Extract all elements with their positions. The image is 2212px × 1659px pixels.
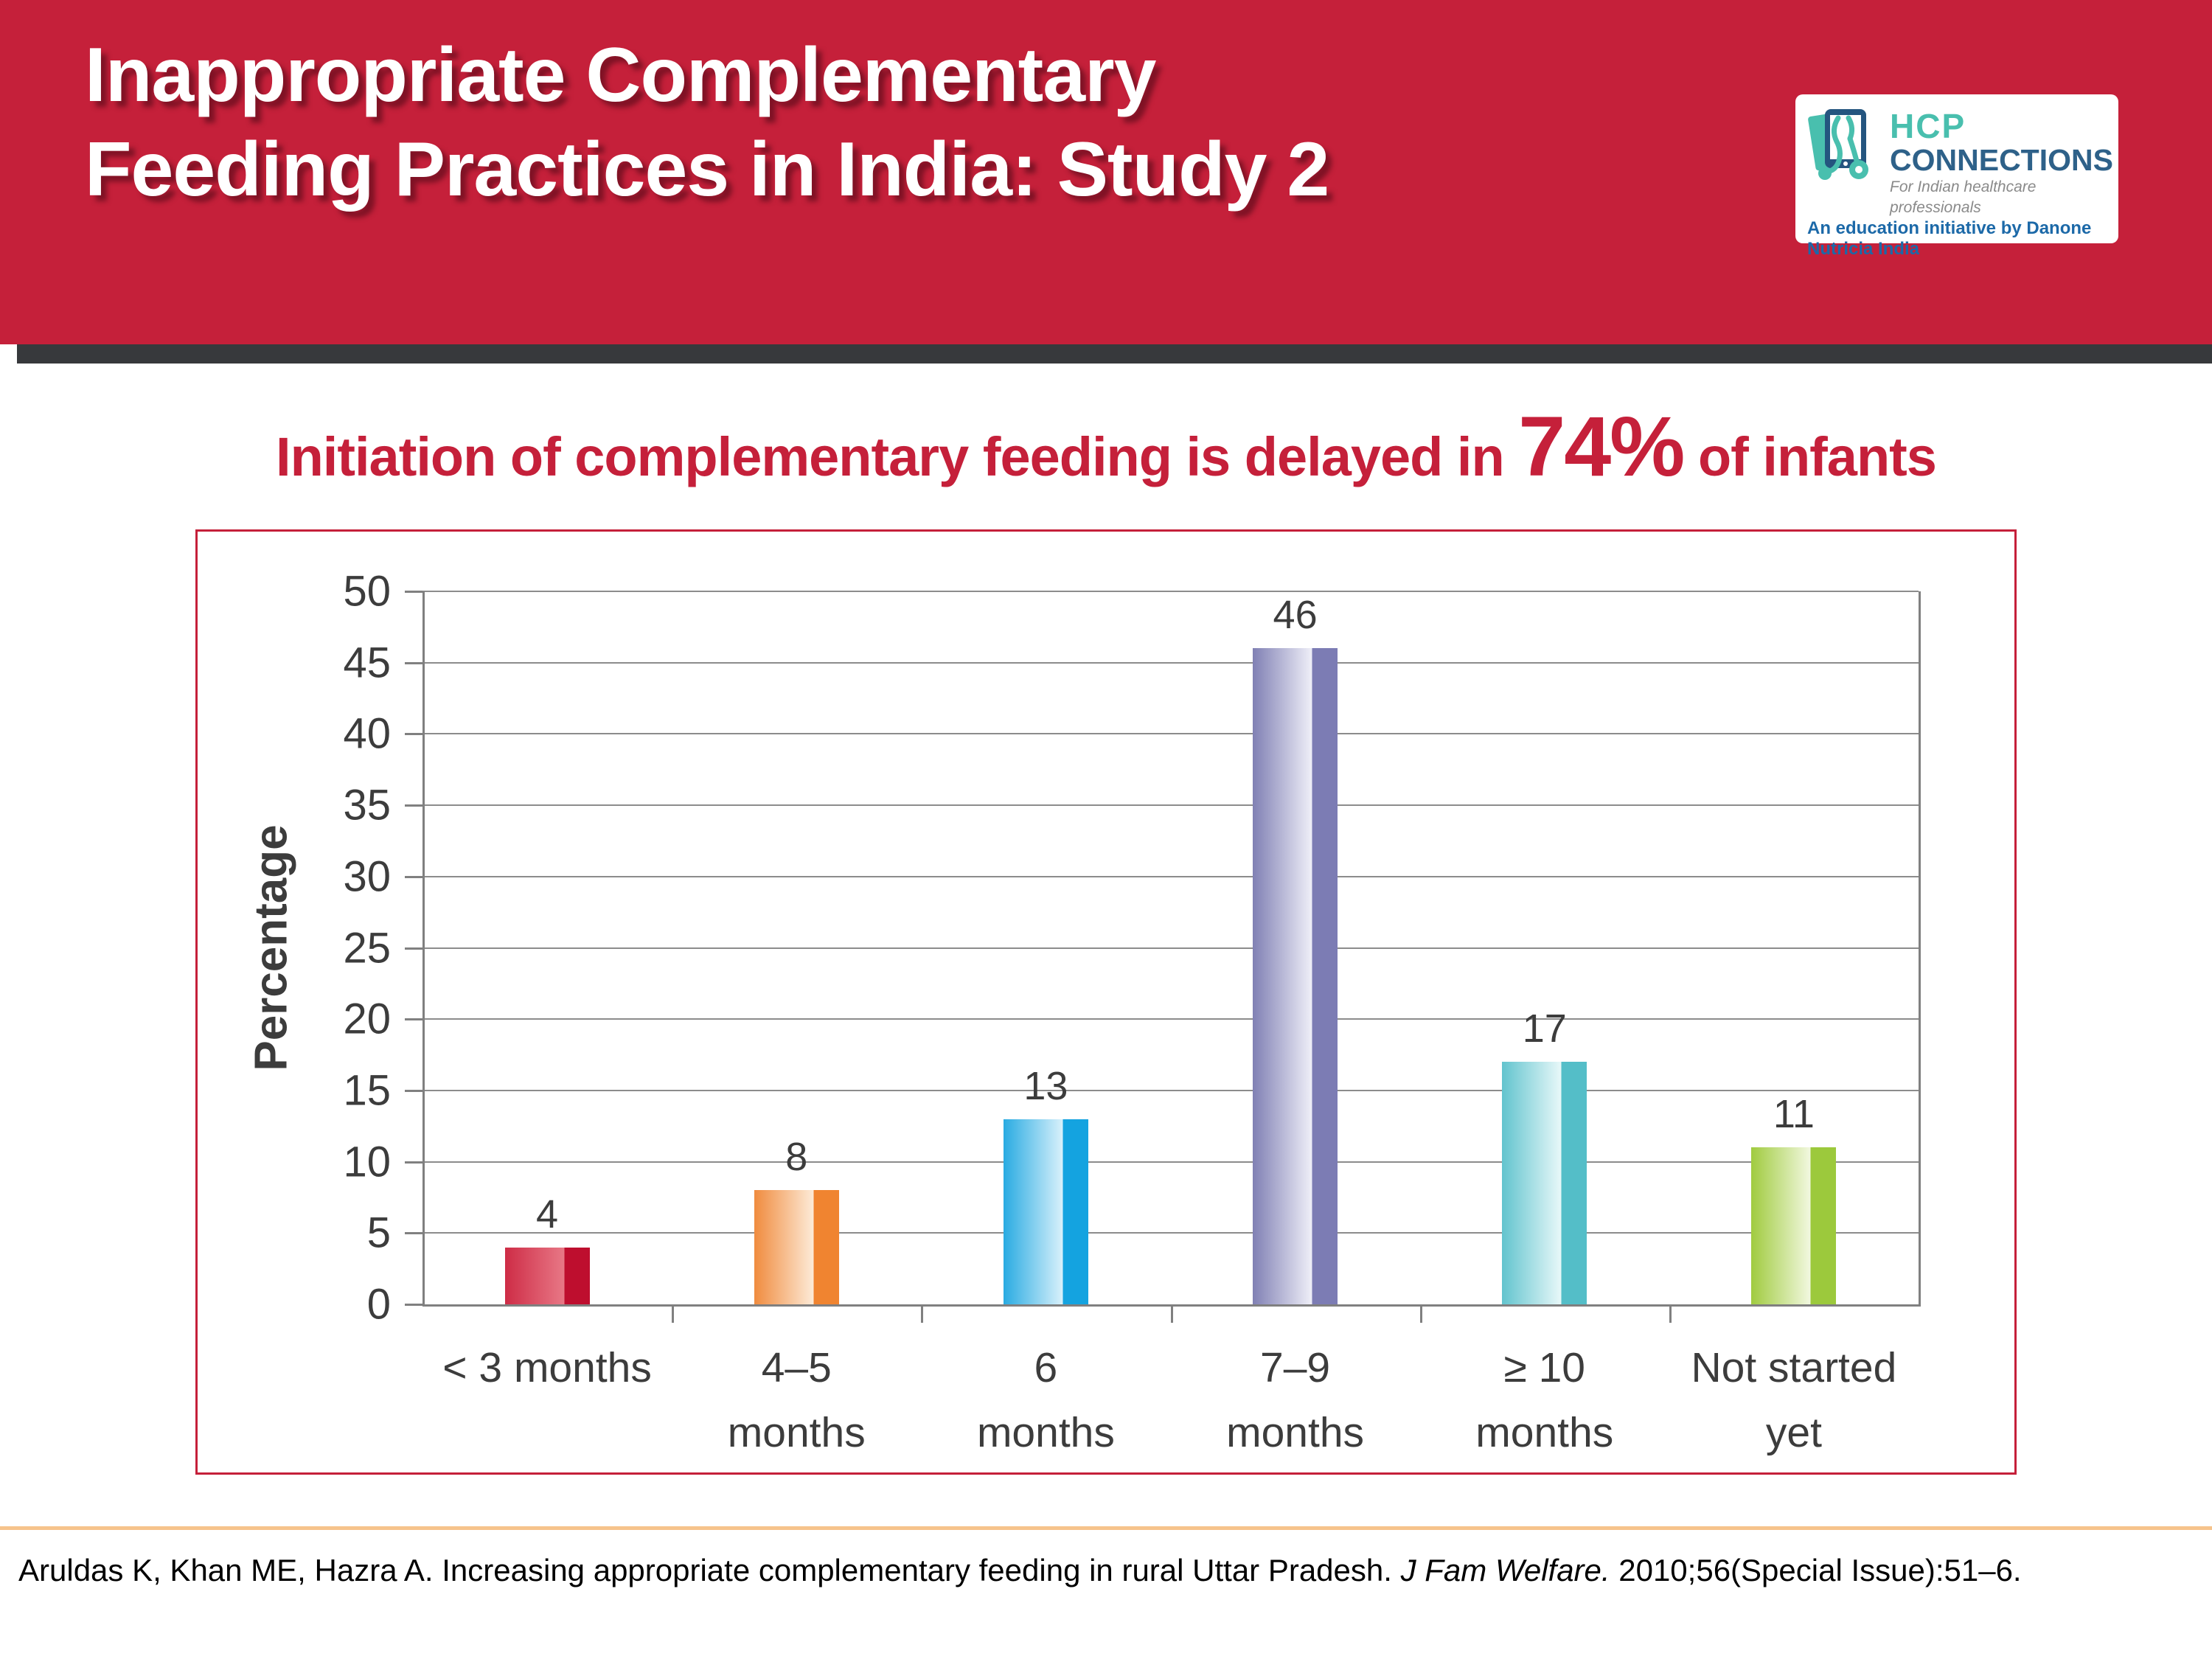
- gridline-30: [422, 875, 1919, 877]
- x-axis-line: [422, 1304, 1921, 1307]
- x-category-label-line: months: [976, 1409, 1115, 1456]
- tablet-stethoscope-icon: [1808, 109, 1868, 180]
- gridline-35: [422, 804, 1919, 807]
- logo-tagline: For Indian healthcare professionals: [1890, 178, 2037, 216]
- bar-7–9-months: [1253, 648, 1338, 1304]
- y-tick-label-45: 45: [343, 639, 391, 687]
- gridline-5: [422, 1232, 1919, 1234]
- y-tick-label-15: 15: [343, 1066, 391, 1115]
- x-tick-mark: [1170, 1307, 1173, 1323]
- x-category-label-line: yet: [1765, 1409, 1822, 1456]
- y-tick-mark-45: [405, 661, 422, 664]
- x-tick-mark: [672, 1307, 675, 1323]
- y-tick-label-35: 35: [343, 781, 391, 830]
- x-category-label: 6 months: [920, 1335, 1171, 1465]
- bar-<-3-months: [504, 1247, 590, 1304]
- citation: Aruldas K, Khan ME, Hazra A. Increasing …: [18, 1551, 2194, 1590]
- x-category-label-line: months: [727, 1409, 866, 1456]
- y-tick-label-5: 5: [366, 1208, 391, 1257]
- x-category-label: < 3 months: [422, 1335, 672, 1400]
- x-category-label: 7–9 months: [1170, 1335, 1421, 1465]
- logo-text-hcp: HCP: [1890, 107, 1966, 145]
- plot-right-border: [1919, 591, 1921, 1307]
- gridline-25: [422, 947, 1919, 949]
- logo-wordmark: HCP CONNECTIONS For Indian healthcare pr…: [1890, 105, 2113, 218]
- chart-headline-percentage: 74%: [1518, 400, 1685, 494]
- y-tick-mark-25: [405, 947, 422, 950]
- chart-headline-prefix: Initiation of complementary feeding is d…: [276, 426, 1519, 487]
- hcp-connections-logo: HCP CONNECTIONS For Indian healthcare pr…: [1795, 94, 2118, 259]
- bar-Not-started-yet: [1751, 1147, 1837, 1304]
- slide-title: Inappropriate Complementary Feeding Prac…: [85, 28, 1329, 217]
- x-category-label: 4–5 months: [671, 1335, 922, 1465]
- bar-6-months: [1003, 1119, 1088, 1304]
- y-axis-line: [422, 591, 425, 1307]
- y-tick-mark-50: [405, 591, 422, 593]
- y-tick-mark-40: [405, 733, 422, 736]
- x-category-label-line: Not started: [1691, 1344, 1897, 1391]
- y-tick-mark-20: [405, 1018, 422, 1021]
- bar-value-label: 17: [1522, 1006, 1567, 1051]
- x-category-label-line: 7–9: [1260, 1344, 1331, 1391]
- y-tick-label-40: 40: [343, 709, 391, 758]
- x-category-label-line: 6: [1034, 1344, 1058, 1391]
- y-tick-mark-15: [405, 1089, 422, 1092]
- y-tick-mark-0: [405, 1304, 422, 1306]
- x-category-label-line: < 3 months: [442, 1344, 652, 1391]
- bar-≥-10-months: [1502, 1062, 1587, 1304]
- gridline-15: [422, 1089, 1919, 1091]
- logo-text-connections: CONNECTIONS: [1890, 143, 2113, 177]
- header-divider-bar: [17, 344, 2212, 364]
- citation-text: Aruldas K, Khan ME, Hazra A. Increasing …: [18, 1553, 1401, 1587]
- citation-journal-name: J Fam Welfare.: [1400, 1553, 1610, 1587]
- bar-chart-frame: Percentage 0 5 10 15 20 25 30 35 40 45 50 4 8 13 46 17…: [195, 529, 2017, 1475]
- gridline-45: [422, 661, 1919, 664]
- x-tick-mark: [921, 1307, 924, 1323]
- y-tick-mark-35: [405, 804, 422, 807]
- gridline-50: [422, 591, 1919, 592]
- gridline-20: [422, 1018, 1919, 1020]
- x-category-label-line: months: [1226, 1409, 1365, 1456]
- x-category-label-line: 4–5: [761, 1344, 832, 1391]
- x-category-label: Not started yet: [1669, 1335, 1919, 1465]
- logo-initiative-text: An education initiative by Danone Nutric…: [1807, 218, 2092, 259]
- bar-value-label: 4: [536, 1192, 559, 1237]
- y-tick-label-10: 10: [343, 1138, 391, 1186]
- y-tick-mark-5: [405, 1232, 422, 1235]
- chart-headline: Initiation of complementary feeding is d…: [0, 398, 2212, 495]
- slide-title-line1: Inappropriate Complementary: [85, 32, 1156, 118]
- gridline-10: [422, 1161, 1919, 1163]
- y-tick-mark-30: [405, 875, 422, 878]
- x-category-label: ≥ 10 months: [1419, 1335, 1670, 1465]
- slide-title-line2: Feeding Practices in India: Study 2: [85, 127, 1329, 212]
- y-tick-label-0: 0: [366, 1280, 391, 1329]
- y-tick-label-30: 30: [343, 852, 391, 901]
- x-tick-mark: [1419, 1307, 1422, 1323]
- x-category-label-line: ≥ 10: [1503, 1344, 1586, 1391]
- x-tick-mark: [1669, 1307, 1672, 1323]
- bar-value-label: 46: [1273, 593, 1318, 638]
- bar-value-label: 8: [785, 1135, 808, 1180]
- bar-value-label: 13: [1023, 1063, 1068, 1108]
- slide-header-banner: Inappropriate Complementary Feeding Prac…: [0, 0, 2212, 344]
- bar-value-label: 11: [1773, 1092, 1815, 1137]
- citation-issue: 2010;56(Special Issue):51–6.: [1610, 1553, 2022, 1587]
- y-tick-label-50: 50: [343, 567, 391, 616]
- bar-4–5-months: [754, 1190, 839, 1304]
- y-tick-label-20: 20: [343, 995, 391, 1043]
- y-tick-label-25: 25: [343, 924, 391, 972]
- x-category-label-line: months: [1475, 1409, 1614, 1456]
- gridline-40: [422, 733, 1919, 735]
- y-tick-mark-10: [405, 1161, 422, 1164]
- logo-top-row: HCP CONNECTIONS For Indian healthcare pr…: [1807, 105, 2113, 218]
- plot-area: 4 8 13 46 17 11: [422, 591, 1919, 1304]
- footer-divider-line: [0, 1526, 2212, 1530]
- chart-headline-suffix: of infants: [1683, 426, 1937, 487]
